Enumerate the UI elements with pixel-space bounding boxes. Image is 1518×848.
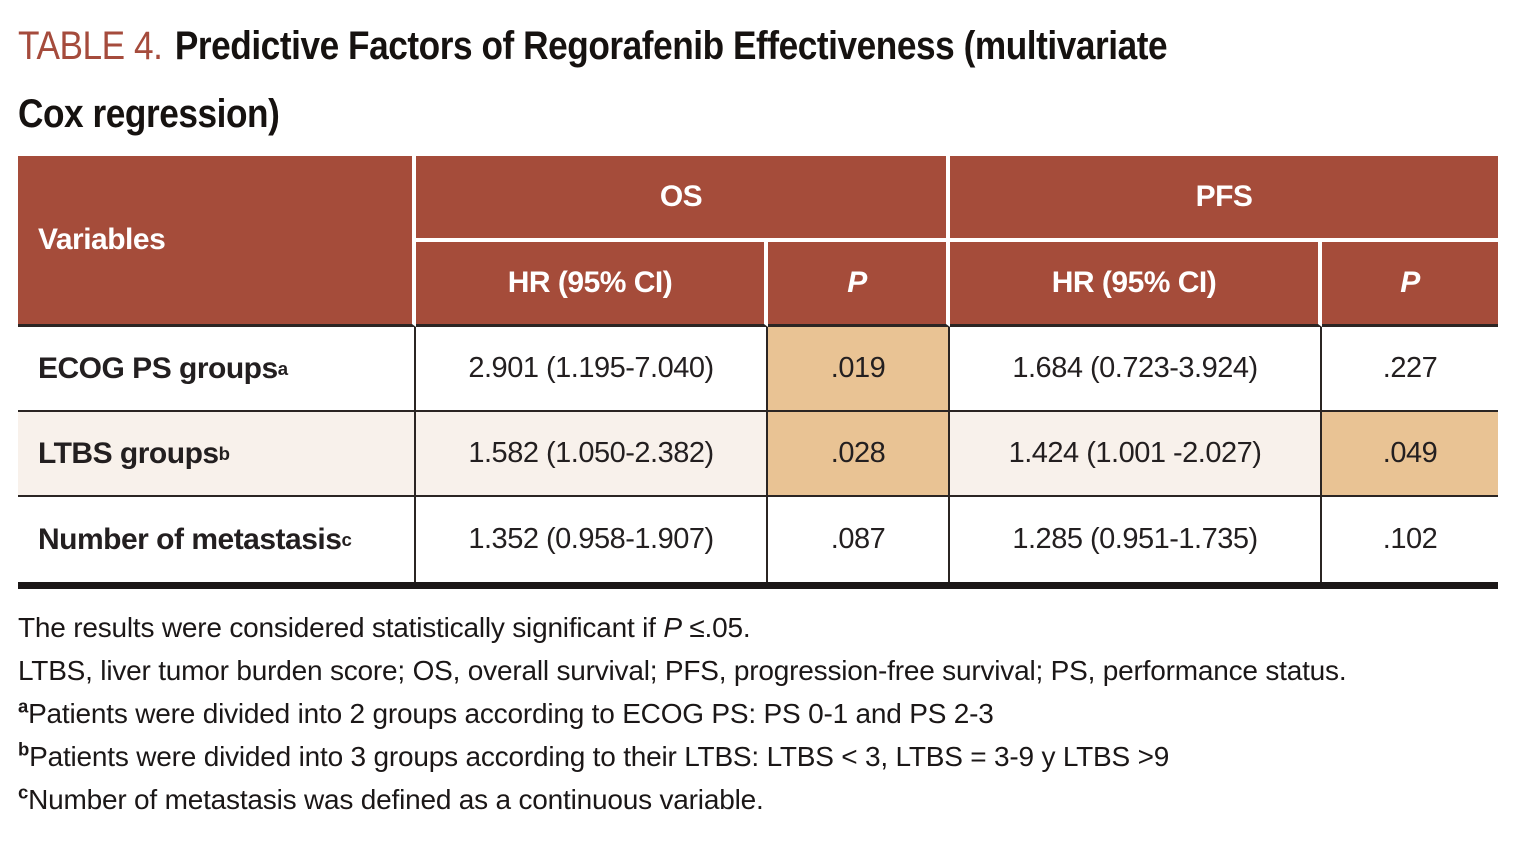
footnote-b-superscript: b <box>18 738 30 760</box>
header-pfs-group: PFS <box>950 156 1498 242</box>
pfs-p-cell: .102 <box>1322 497 1498 582</box>
header-os-p: P <box>768 242 950 327</box>
footnote-a-superscript: a <box>18 695 29 717</box>
pfs-p-cell-significant: .049 <box>1322 412 1498 497</box>
header-variables: Variables <box>18 156 416 327</box>
footnote-c: cNumber of metastasis was defined as a c… <box>18 781 764 815</box>
paper-table-figure: TABLE 4. Predictive Factors of Regorafeni… <box>18 12 1498 821</box>
p-symbol: P <box>663 612 682 643</box>
footnote-c-superscript: c <box>18 781 29 803</box>
table-title-line1: Predictive Factors of Regorafenib Effect… <box>174 24 1168 68</box>
os-hr-cell: 1.352 (0.958-1.907) <box>416 497 768 582</box>
footnote-b: bPatients were divided into 3 groups acc… <box>18 738 1170 772</box>
page-title: TABLE 4. Predictive Factors of Regorafeni… <box>18 12 1322 148</box>
variable-cell: Number of metastasis c <box>18 497 416 582</box>
footnote-abbreviations: LTBS, liver tumor burden score; OS, over… <box>18 655 1347 686</box>
table-footnotes: The results were considered statisticall… <box>18 606 1463 821</box>
variable-label: Number of metastasis <box>38 522 342 556</box>
table-number-label: TABLE 4. <box>18 24 163 68</box>
variable-label: ECOG PS groups <box>38 351 278 385</box>
header-os-group: OS <box>416 156 950 242</box>
variable-cell: LTBS groups b <box>18 412 416 497</box>
pfs-p-cell: .227 <box>1322 327 1498 412</box>
variable-cell: ECOG PS groups a <box>18 327 416 412</box>
regression-table: Variables OS PFS HR (95% CI) P HR (95% C… <box>18 156 1498 589</box>
variable-label: LTBS groups <box>38 436 219 470</box>
header-os-hr: HR (95% CI) <box>416 242 768 327</box>
os-hr-cell: 1.582 (1.050-2.382) <box>416 412 768 497</box>
table-title-line2: Cox regression) <box>18 92 280 136</box>
pfs-hr-cell: 1.285 (0.951-1.735) <box>950 497 1322 582</box>
os-p-cell-significant: .019 <box>768 327 950 412</box>
os-p-cell-significant: .028 <box>768 412 950 497</box>
footnote-significance: The results were considered statisticall… <box>18 612 751 643</box>
pfs-hr-cell: 1.684 (0.723-3.924) <box>950 327 1322 412</box>
os-hr-cell: 2.901 (1.195-7.040) <box>416 327 768 412</box>
pfs-hr-cell: 1.424 (1.001 -2.027) <box>950 412 1322 497</box>
header-pfs-hr: HR (95% CI) <box>950 242 1322 327</box>
footnote-a: aPatients were divided into 2 groups acc… <box>18 695 994 729</box>
os-p-cell: .087 <box>768 497 950 582</box>
header-pfs-p: P <box>1322 242 1498 327</box>
